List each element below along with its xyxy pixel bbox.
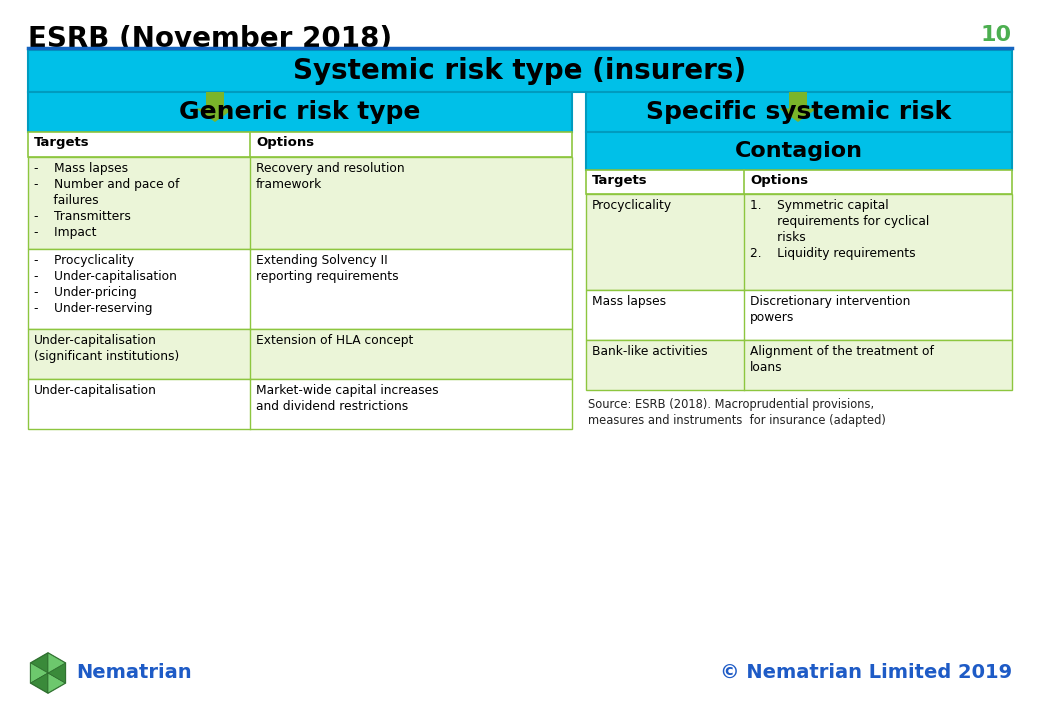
Bar xyxy=(28,249,572,329)
Text: Discretionary intervention
powers: Discretionary intervention powers xyxy=(750,295,910,324)
Bar xyxy=(28,379,572,429)
Bar xyxy=(586,290,1012,340)
Text: Nematrian: Nematrian xyxy=(76,663,191,682)
Polygon shape xyxy=(30,653,48,673)
Text: © Nematrian Limited 2019: © Nematrian Limited 2019 xyxy=(720,663,1012,682)
Bar xyxy=(586,92,1012,132)
Text: Generic risk type: Generic risk type xyxy=(179,100,421,124)
Polygon shape xyxy=(30,663,48,683)
Text: Market-wide capital increases
and dividend restrictions: Market-wide capital increases and divide… xyxy=(256,384,439,413)
Text: Bank-like activities: Bank-like activities xyxy=(592,345,707,358)
Text: Systemic risk type (insurers): Systemic risk type (insurers) xyxy=(293,57,747,85)
Text: Contagion: Contagion xyxy=(735,141,863,161)
Bar xyxy=(28,329,572,379)
Text: 1.    Symmetric capital
       requirements for cyclical
       risks
2.    Liqu: 1. Symmetric capital requirements for cy… xyxy=(750,199,930,260)
Text: Under-capitalisation
(significant institutions): Under-capitalisation (significant instit… xyxy=(34,334,179,363)
Text: Alignment of the treatment of
loans: Alignment of the treatment of loans xyxy=(750,345,934,374)
Text: Options: Options xyxy=(750,174,808,187)
Bar xyxy=(789,92,807,109)
Text: Mass lapses: Mass lapses xyxy=(592,295,667,308)
Text: Targets: Targets xyxy=(34,136,89,149)
Bar xyxy=(586,132,1012,170)
Polygon shape xyxy=(779,109,817,122)
Text: Extending Solvency II
reporting requirements: Extending Solvency II reporting requirem… xyxy=(256,254,398,283)
Text: Under-capitalisation: Under-capitalisation xyxy=(34,384,157,397)
Bar xyxy=(586,340,1012,390)
Bar xyxy=(586,194,1012,290)
Text: 10: 10 xyxy=(981,25,1012,45)
Polygon shape xyxy=(48,673,66,693)
Polygon shape xyxy=(196,109,234,122)
Polygon shape xyxy=(48,653,66,673)
Polygon shape xyxy=(48,663,66,683)
Bar xyxy=(586,170,1012,194)
Text: Options: Options xyxy=(256,136,314,149)
Bar xyxy=(28,50,1012,92)
Text: ESRB (November 2018): ESRB (November 2018) xyxy=(28,25,392,53)
Polygon shape xyxy=(30,673,48,693)
Text: Recovery and resolution
framework: Recovery and resolution framework xyxy=(256,162,405,191)
Bar xyxy=(28,92,572,132)
Text: -    Mass lapses
-    Number and pace of
     failures
-    Transmitters
-    Im: - Mass lapses - Number and pace of failu… xyxy=(34,162,179,239)
Text: Targets: Targets xyxy=(592,174,648,187)
Text: Source: ESRB (2018). Macroprudential provisions,
measures and instruments  for i: Source: ESRB (2018). Macroprudential pro… xyxy=(588,398,886,427)
Bar xyxy=(206,92,225,109)
Bar xyxy=(28,157,572,249)
Polygon shape xyxy=(30,653,66,693)
Text: Specific systemic risk: Specific systemic risk xyxy=(647,100,952,124)
Text: -    Procyclicality
-    Under-capitalisation
-    Under-pricing
-    Under-rese: - Procyclicality - Under-capitalisation … xyxy=(34,254,177,315)
Text: Extension of HLA concept: Extension of HLA concept xyxy=(256,334,413,347)
Bar xyxy=(28,132,572,157)
Text: Procyclicality: Procyclicality xyxy=(592,199,672,212)
